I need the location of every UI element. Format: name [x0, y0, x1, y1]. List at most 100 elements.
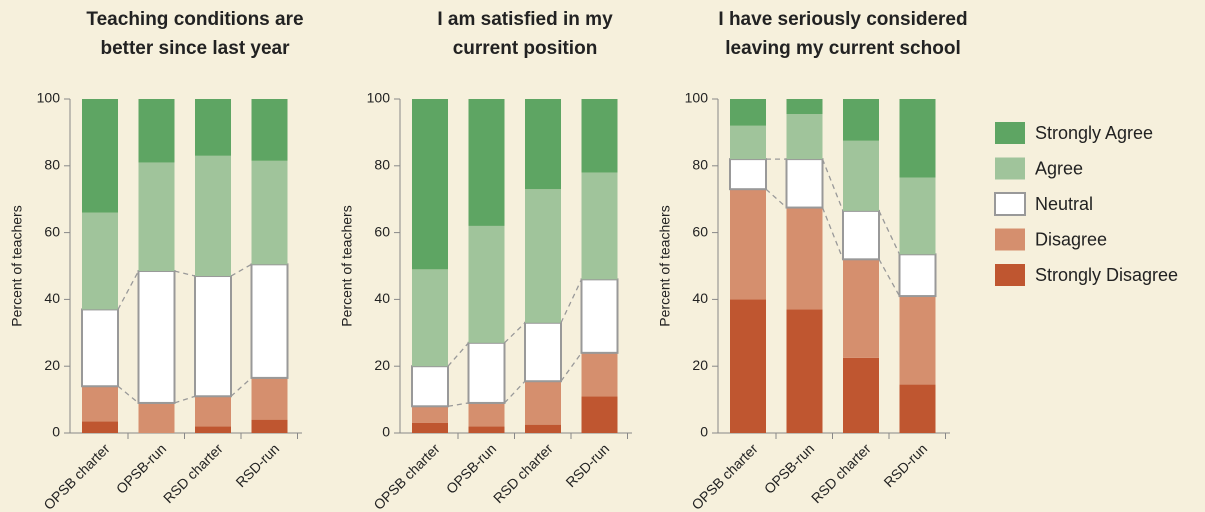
y-tick-label: 80	[44, 157, 60, 173]
bar-segment	[411, 365, 449, 408]
connector	[230, 377, 252, 397]
bar-segment	[581, 396, 618, 433]
bar-segment	[82, 99, 118, 213]
chart-title: Teaching conditions are	[86, 9, 303, 30]
bar-segment	[195, 155, 231, 277]
bar-segment	[82, 386, 118, 422]
connector	[174, 270, 196, 277]
bar-segment	[730, 299, 766, 433]
bar-segment	[195, 99, 231, 156]
chart-title: better since last year	[100, 38, 290, 59]
connector	[821, 158, 844, 212]
bar-segment	[842, 209, 880, 261]
connector	[878, 259, 901, 297]
bar-segment	[137, 270, 176, 404]
bar-segment	[81, 308, 119, 388]
bar-segment	[581, 99, 618, 173]
x-tick-label: RSD-run	[880, 440, 930, 490]
bar-segment	[786, 99, 823, 115]
y-axis-label: Percent of teachers	[339, 205, 355, 326]
bar-segment	[580, 278, 619, 354]
bar-segment	[138, 402, 175, 433]
x-tick-label: RSD-run	[232, 440, 282, 490]
y-tick-label: 0	[52, 424, 60, 440]
x-tick-label: OPSB charter	[40, 440, 113, 512]
bar-segment	[843, 99, 879, 141]
bar-segment	[730, 125, 766, 160]
connector	[174, 395, 196, 404]
bar-segment	[786, 114, 823, 160]
connector	[560, 279, 583, 324]
bar-segment	[412, 406, 448, 423]
legend-swatch	[995, 264, 1025, 286]
y-tick-label: 80	[692, 157, 708, 173]
bar-segment	[251, 99, 288, 161]
legend-swatch	[995, 122, 1025, 144]
connector	[447, 402, 469, 407]
bar-segment	[468, 426, 505, 433]
bar-segment	[843, 140, 879, 211]
x-tick-label: OPSB-run	[443, 440, 499, 496]
bar-segment	[82, 421, 118, 433]
y-tick-label: 40	[374, 290, 390, 306]
bar-segment	[843, 259, 879, 358]
legend-label: Strongly Agree	[1035, 123, 1153, 143]
connector	[504, 322, 526, 344]
connector	[878, 210, 901, 255]
y-tick-label: 80	[374, 157, 390, 173]
bar-segment	[525, 99, 561, 190]
bar-segment	[525, 189, 561, 323]
bar-segment	[843, 357, 879, 433]
bar-segment	[581, 172, 618, 280]
connector	[117, 385, 139, 404]
bar-segment	[899, 384, 936, 433]
connector	[504, 380, 526, 404]
bar-segment	[195, 396, 231, 427]
y-tick-label: 60	[44, 223, 60, 239]
y-tick-label: 0	[700, 424, 708, 440]
bar-segment	[251, 160, 288, 265]
bar-segment	[82, 212, 118, 310]
bar-segment	[412, 422, 448, 433]
x-tick-label: OPSB-run	[761, 440, 817, 496]
bar-segment	[730, 189, 766, 300]
bar-segment	[899, 177, 936, 255]
bar-segment	[468, 402, 505, 427]
bar-segment	[899, 99, 936, 178]
legend-swatch	[994, 192, 1026, 216]
chart-title: I have seriously considered	[718, 9, 967, 30]
y-axis-label: Percent of teachers	[9, 205, 25, 326]
y-tick-label: 20	[44, 357, 60, 373]
y-tick-label: 60	[692, 223, 708, 239]
x-tick-label: RSD charter	[490, 440, 556, 506]
x-tick-label: RSD charter	[160, 440, 226, 506]
y-tick-label: 100	[37, 90, 61, 106]
legend-label: Strongly Disagree	[1035, 265, 1178, 285]
bar-segment	[412, 99, 448, 270]
bar-segment	[899, 296, 936, 385]
chart-title: I am satisfied in my	[437, 9, 613, 30]
legend-label: Agree	[1035, 158, 1083, 178]
bar-segment	[729, 158, 767, 191]
bar-segment	[251, 419, 288, 433]
chart-title: leaving my current school	[725, 38, 960, 59]
x-tick-label: RSD charter	[808, 440, 874, 506]
y-tick-label: 20	[374, 357, 390, 373]
y-tick-label: 40	[692, 290, 708, 306]
bar-segment	[194, 275, 232, 398]
bar-segment	[468, 99, 505, 226]
bar-segment	[251, 377, 288, 420]
bar-segment	[898, 253, 937, 298]
bar-segment	[195, 426, 231, 433]
bar-segment	[525, 424, 561, 433]
bar-segment	[138, 162, 175, 272]
x-tick-label: RSD-run	[562, 440, 612, 490]
legend-swatch	[995, 157, 1025, 180]
bar-segment	[785, 158, 824, 209]
connector	[821, 207, 844, 260]
y-tick-label: 20	[692, 357, 708, 373]
bar-segment	[138, 99, 175, 163]
bar-segment	[786, 309, 823, 433]
bar-segment	[250, 263, 289, 379]
